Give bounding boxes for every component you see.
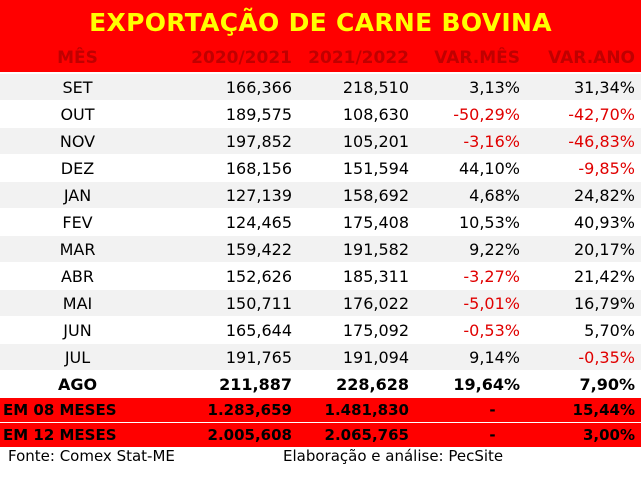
summary-label: EM 08 MESES [0,397,155,423]
summary-2020-2021: 1.283,659 [155,397,298,423]
value-2020-2021: 165,644 [155,316,298,344]
var-mes-cell: -5,01% [415,289,526,317]
summary-2021-2022: 1.481,830 [298,397,415,423]
header-month: MÊS [0,44,155,74]
var-mes-cell: 3,13% [415,73,526,101]
value-2021-2022: 185,311 [298,262,415,290]
value-2021-2022: 105,201 [298,127,415,155]
month-cell: AGO [0,370,155,398]
var-ano-cell: 16,79% [526,289,641,317]
summary-row: EM 08 MESES 1.283,659 1.481,830-15,44% [0,397,641,423]
elaboration-note: Elaboração e análise: PecSite [283,447,504,465]
var-mes-cell: 4,68% [415,181,526,209]
header-2021-2022: 2021/2022 [298,44,415,74]
table-row: AGO 211,887 228,628 19,64% 7,90% [0,370,641,398]
table-row: MAI 150,711 176,022 -5,01% 16,79% [0,289,641,317]
value-2020-2021: 166,366 [155,73,298,101]
var-mes-cell: 10,53% [415,208,526,236]
value-2021-2022: 175,408 [298,208,415,236]
table-row: NOV 197,852 105,201 -3,16% -46,83% [0,127,641,155]
summary-var-ano: 3,00% [526,422,641,448]
table-row: MAR 159,422 191,582 9,22% 20,17% [0,235,641,263]
month-cell: NOV [0,127,155,155]
var-ano-cell: 7,90% [526,370,641,398]
month-cell: MAI [0,289,155,317]
summary-row: EM 12 MESES 2.005,608 2.065,765-3,00% [0,422,641,448]
var-ano-cell: 40,93% [526,208,641,236]
value-2020-2021: 211,887 [155,370,298,398]
table-row: OUT 189,575 108,630 -50,29% -42,70% [0,100,641,128]
table-row: JUL 191,765 191,094 9,14% -0,35% [0,343,641,371]
value-2020-2021: 197,852 [155,127,298,155]
value-2021-2022: 191,582 [298,235,415,263]
var-mes-cell: -3,16% [415,127,526,155]
value-2021-2022: 175,092 [298,316,415,344]
value-2021-2022: 158,692 [298,181,415,209]
var-mes-cell: 44,10% [415,154,526,182]
var-mes-cell: -50,29% [415,100,526,128]
summary-var-mes: - [415,397,526,423]
value-2020-2021: 152,626 [155,262,298,290]
month-cell: JAN [0,181,155,209]
var-mes-cell: 9,22% [415,235,526,263]
month-cell: ABR [0,262,155,290]
var-mes-cell: 9,14% [415,343,526,371]
summary-var-mes: - [415,422,526,448]
var-ano-cell: 31,34% [526,73,641,101]
value-2021-2022: 228,628 [298,370,415,398]
summary-2020-2021: 2.005,608 [155,422,298,448]
summary-label: EM 12 MESES [0,422,155,448]
var-ano-cell: 24,82% [526,181,641,209]
var-ano-cell: 20,17% [526,235,641,263]
value-2020-2021: 127,139 [155,181,298,209]
footer: Fonte: Comex Stat-ME Elaboração e anális… [0,444,641,470]
month-cell: FEV [0,208,155,236]
var-ano-cell: -9,85% [526,154,641,182]
var-mes-cell: -3,27% [415,262,526,290]
source-note: Fonte: Comex Stat-ME [8,447,175,465]
var-ano-cell: -42,70% [526,100,641,128]
value-2020-2021: 124,465 [155,208,298,236]
table-row: DEZ 168,156 151,594 44,10% -9,85% [0,154,641,182]
var-ano-cell: 21,42% [526,262,641,290]
month-cell: OUT [0,100,155,128]
month-cell: JUN [0,316,155,344]
table-title: EXPORTAÇÃO DE CARNE BOVINA [0,0,641,44]
value-2020-2021: 150,711 [155,289,298,317]
header-var-mes: VAR.MÊS [415,44,526,74]
value-2021-2022: 151,594 [298,154,415,182]
table-row: SET 166,366 218,510 3,13% 31,34% [0,73,641,101]
value-2021-2022: 176,022 [298,289,415,317]
header-row: MÊS 2020/2021 2021/2022 VAR.MÊS VAR.ANO [0,44,641,74]
header-2020-2021: 2020/2021 [155,44,298,74]
value-2020-2021: 189,575 [155,100,298,128]
table-row: ABR 152,626 185,311 -3,27% 21,42% [0,262,641,290]
value-2021-2022: 108,630 [298,100,415,128]
value-2020-2021: 191,765 [155,343,298,371]
month-cell: SET [0,73,155,101]
var-mes-cell: 19,64% [415,370,526,398]
table-row: FEV 124,465 175,408 10,53% 40,93% [0,208,641,236]
value-2020-2021: 168,156 [155,154,298,182]
table-row: JUN 165,644 175,092 -0,53% 5,70% [0,316,641,344]
summary-var-ano: 15,44% [526,397,641,423]
value-2020-2021: 159,422 [155,235,298,263]
value-2021-2022: 191,094 [298,343,415,371]
var-ano-cell: -0,35% [526,343,641,371]
month-cell: MAR [0,235,155,263]
header-var-ano: VAR.ANO [526,44,641,74]
month-cell: DEZ [0,154,155,182]
export-table: MÊS 2020/2021 2021/2022 VAR.MÊS VAR.ANO … [0,44,641,448]
value-2021-2022: 218,510 [298,73,415,101]
var-mes-cell: -0,53% [415,316,526,344]
month-cell: JUL [0,343,155,371]
var-ano-cell: 5,70% [526,316,641,344]
table-row: JAN 127,139 158,692 4,68% 24,82% [0,181,641,209]
var-ano-cell: -46,83% [526,127,641,155]
summary-2021-2022: 2.065,765 [298,422,415,448]
